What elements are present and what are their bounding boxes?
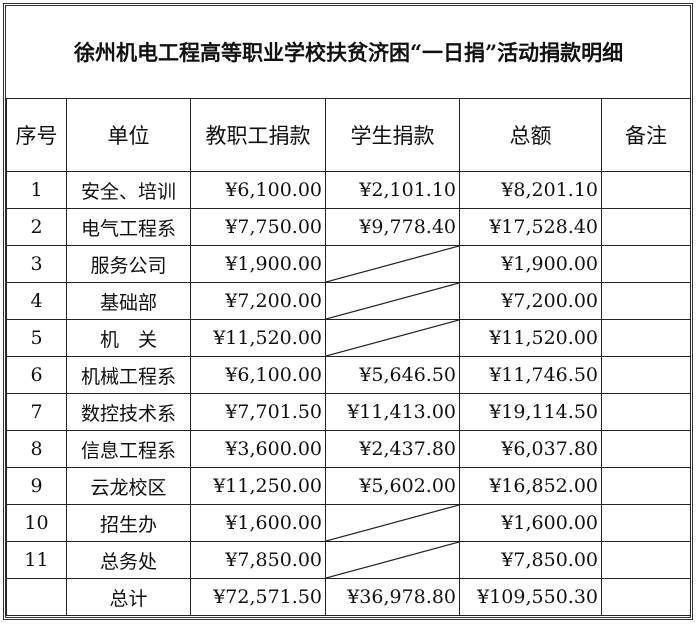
table-row: 2 电气工程系 ¥7,750.00 ¥9,778.40 ¥17,528.40 bbox=[6, 208, 692, 246]
student-donation: ¥2,101.10 bbox=[325, 171, 460, 209]
total-amount: ¥11,746.50 bbox=[459, 356, 602, 394]
note bbox=[600, 467, 692, 505]
table-row: 8 信息工程系 ¥3,600.00 ¥2,437.80 ¥6,037.80 bbox=[6, 430, 692, 468]
note bbox=[600, 319, 692, 357]
staff-donation: ¥1,600.00 bbox=[190, 504, 326, 542]
staff-donation: ¥7,850.00 bbox=[190, 541, 326, 579]
table-row: 4 基础部 ¥7,200.00 ¥7,200.00 bbox=[6, 282, 692, 320]
unit-name: 信息工程系 bbox=[66, 430, 191, 468]
student-donation: ¥5,646.50 bbox=[325, 356, 460, 394]
row-number: 1 bbox=[6, 171, 67, 209]
row-number: 4 bbox=[6, 282, 67, 320]
note bbox=[600, 208, 692, 246]
header-total: 总额 bbox=[459, 98, 602, 172]
staff-donation: ¥7,750.00 bbox=[190, 208, 326, 246]
table-row: 1 安全、培训 ¥6,100.00 ¥2,101.10 ¥8,201.10 bbox=[6, 171, 692, 209]
header-row: 序号 单位 教职工捐款 学生捐款 总额 备注 bbox=[6, 98, 692, 172]
note bbox=[600, 171, 692, 209]
unit-name: 云龙校区 bbox=[66, 467, 191, 505]
total-amount: ¥19,114.50 bbox=[459, 393, 602, 431]
staff-donation: ¥7,200.00 bbox=[190, 282, 326, 320]
row-number: 3 bbox=[6, 245, 67, 283]
student-donation: ¥2,437.80 bbox=[325, 430, 460, 468]
staff-donation: ¥6,100.00 bbox=[190, 356, 326, 394]
row-number: 5 bbox=[6, 319, 67, 357]
header-staff: 教职工捐款 bbox=[190, 98, 326, 172]
note bbox=[600, 245, 692, 283]
note bbox=[600, 430, 692, 468]
staff-donation: ¥6,100.00 bbox=[190, 171, 326, 209]
row-number: 10 bbox=[6, 504, 67, 542]
row-number bbox=[6, 578, 67, 616]
empty-cell-slash bbox=[325, 282, 460, 320]
total-amount: ¥7,850.00 bbox=[459, 541, 602, 579]
header-note: 备注 bbox=[600, 98, 692, 172]
empty-cell-slash bbox=[325, 319, 460, 357]
table-row: 7 数控技术系 ¥7,701.50 ¥11,413.00 ¥19,114.50 bbox=[6, 393, 692, 431]
unit-name: 安全、培训 bbox=[66, 171, 191, 209]
total-amount: ¥1,600.00 bbox=[459, 504, 602, 542]
staff-donation: ¥7,701.50 bbox=[190, 393, 326, 431]
total-amount: ¥16,852.00 bbox=[459, 467, 602, 505]
unit-name: 机械工程系 bbox=[66, 356, 191, 394]
table-row: 3 服务公司 ¥1,900.00 ¥1,900.00 bbox=[6, 245, 692, 283]
total-amount: ¥1,900.00 bbox=[459, 245, 602, 283]
student-donation: ¥11,413.00 bbox=[325, 393, 460, 431]
total-amount: ¥17,528.40 bbox=[459, 208, 602, 246]
total-amount: ¥11,520.00 bbox=[459, 319, 602, 357]
note bbox=[600, 504, 692, 542]
unit-name: 总计 bbox=[66, 578, 191, 616]
staff-donation: ¥11,520.00 bbox=[190, 319, 326, 357]
unit-name: 服务公司 bbox=[66, 245, 191, 283]
staff-donation: ¥72,571.50 bbox=[190, 578, 326, 616]
empty-cell-slash bbox=[325, 504, 460, 542]
table-row: 9 云龙校区 ¥11,250.00 ¥5,602.00 ¥16,852.00 bbox=[6, 467, 692, 505]
total-amount: ¥109,550.30 bbox=[459, 578, 602, 616]
unit-name: 机 关 bbox=[66, 319, 191, 357]
table-row: 11 总务处 ¥7,850.00 ¥7,850.00 bbox=[6, 541, 692, 579]
header-student: 学生捐款 bbox=[325, 98, 460, 172]
row-number: 8 bbox=[6, 430, 67, 468]
note bbox=[600, 282, 692, 320]
note bbox=[600, 356, 692, 394]
total-amount: ¥7,200.00 bbox=[459, 282, 602, 320]
staff-donation: ¥3,600.00 bbox=[190, 430, 326, 468]
unit-name: 招生办 bbox=[66, 504, 191, 542]
empty-cell-slash bbox=[325, 541, 460, 579]
table-frame bbox=[3, 3, 693, 620]
table-row: 6 机械工程系 ¥6,100.00 ¥5,646.50 ¥11,746.50 bbox=[6, 356, 692, 394]
student-donation: ¥36,978.80 bbox=[325, 578, 460, 616]
header-unit: 单位 bbox=[66, 98, 191, 172]
total-amount: ¥6,037.80 bbox=[459, 430, 602, 468]
student-donation: ¥5,602.00 bbox=[325, 467, 460, 505]
student-donation: ¥9,778.40 bbox=[325, 208, 460, 246]
note bbox=[600, 541, 692, 579]
donation-table: 徐州机电工程高等职业学校扶贫济困“一日捐”活动捐款明细 序号 单位 教职工捐款 … bbox=[6, 6, 692, 616]
staff-donation: ¥1,900.00 bbox=[190, 245, 326, 283]
unit-name: 电气工程系 bbox=[66, 208, 191, 246]
total-amount: ¥8,201.10 bbox=[459, 171, 602, 209]
table-row: 10 招生办 ¥1,600.00 ¥1,600.00 bbox=[6, 504, 692, 542]
staff-donation: ¥11,250.00 bbox=[190, 467, 326, 505]
unit-name: 总务处 bbox=[66, 541, 191, 579]
note bbox=[600, 578, 692, 616]
row-number: 9 bbox=[6, 467, 67, 505]
row-number: 7 bbox=[6, 393, 67, 431]
header-no: 序号 bbox=[6, 98, 67, 172]
total-row: 总计 ¥72,571.50 ¥36,978.80 ¥109,550.30 bbox=[6, 578, 692, 616]
unit-name: 数控技术系 bbox=[66, 393, 191, 431]
unit-name: 基础部 bbox=[66, 282, 191, 320]
row-number: 11 bbox=[6, 541, 67, 579]
empty-cell-slash bbox=[325, 245, 460, 283]
table-title: 徐州机电工程高等职业学校扶贫济困“一日捐”活动捐款明细 bbox=[6, 6, 691, 99]
row-number: 2 bbox=[6, 208, 67, 246]
row-number: 6 bbox=[6, 356, 67, 394]
note bbox=[600, 393, 692, 431]
